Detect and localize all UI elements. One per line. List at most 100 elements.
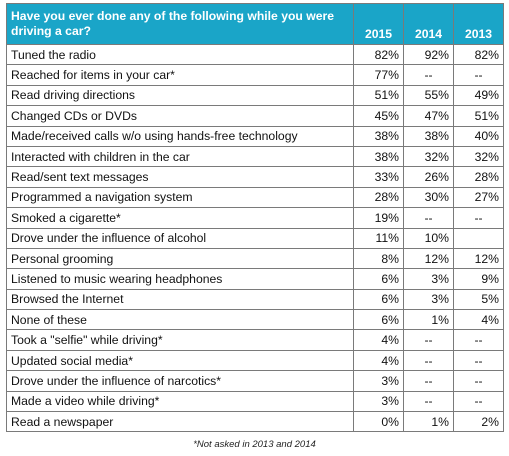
value-2014: 30% <box>403 186 454 209</box>
value-2014: 3% <box>403 288 454 311</box>
value-2013: 28% <box>453 166 504 188</box>
row-label: Made a video while driving* <box>6 390 354 413</box>
row-label: Personal grooming <box>6 247 354 270</box>
value-2013: 5% <box>453 288 504 311</box>
value-2015: 82% <box>353 43 404 66</box>
year-header-2014: 2014 <box>403 3 454 45</box>
value-2013: 32% <box>453 145 504 168</box>
value-2014: 26% <box>403 166 454 188</box>
footnote: *Not asked in 2013 and 2014 <box>193 439 316 450</box>
value-2013: 40% <box>453 125 504 147</box>
value-2015: 45% <box>353 105 404 127</box>
row-label: Tuned the radio <box>6 43 354 66</box>
value-2015: 4% <box>353 349 404 372</box>
table-header: Have you ever done any of the following … <box>6 3 504 45</box>
row-label: Updated social media* <box>6 349 354 372</box>
value-2015: 6% <box>353 268 404 290</box>
question-header: Have you ever done any of the following … <box>6 3 354 45</box>
value-2013: -- <box>453 390 504 413</box>
value-2013 <box>453 227 504 249</box>
value-2013: 2% <box>453 411 504 433</box>
value-2013: 49% <box>453 84 504 107</box>
table-row: Updated social media* 4% -- -- <box>6 349 504 372</box>
row-label: Browsed the Internet <box>6 288 354 311</box>
table-row: Took a "selfie" while driving* 4% -- -- <box>6 329 504 351</box>
value-2014: 10% <box>403 227 454 249</box>
row-label: Programmed a navigation system <box>6 186 354 209</box>
value-2014: 38% <box>403 125 454 147</box>
value-2013: -- <box>453 64 504 86</box>
table-row: Made a video while driving* 3% -- -- <box>6 390 504 413</box>
value-2013: 9% <box>453 268 504 290</box>
table-row: Programmed a navigation system 28% 30% 27% <box>6 186 504 209</box>
table-row: Smoked a cigarette* 19% -- -- <box>6 207 504 229</box>
value-2014: -- <box>403 207 454 229</box>
value-2014: -- <box>403 329 454 351</box>
value-2013: -- <box>453 370 504 392</box>
value-2013: 4% <box>453 309 504 331</box>
value-2014: 55% <box>403 84 454 107</box>
value-2015: 8% <box>353 247 404 270</box>
survey-table: Have you ever done any of the following … <box>6 3 504 433</box>
value-2013: 82% <box>453 43 504 66</box>
value-2013: 27% <box>453 186 504 209</box>
value-2015: 6% <box>353 309 404 331</box>
value-2013: -- <box>453 207 504 229</box>
header-row: Have you ever done any of the following … <box>6 3 504 45</box>
value-2015: 11% <box>353 227 404 249</box>
row-label: Made/received calls w/o using hands-free… <box>6 125 354 147</box>
value-2015: 6% <box>353 288 404 311</box>
value-2014: 1% <box>403 411 454 433</box>
value-2015: 77% <box>353 64 404 86</box>
value-2014: 92% <box>403 43 454 66</box>
table-row: Reached for items in your car* 77% -- -- <box>6 64 504 86</box>
table-body: Tuned the radio 82% 92% 82% Reached for item… <box>6 43 504 433</box>
value-2015: 19% <box>353 207 404 229</box>
table-row: Tuned the radio 82% 92% 82% <box>6 43 504 66</box>
row-label: None of these <box>6 309 354 331</box>
value-2015: 38% <box>353 145 404 168</box>
value-2014: -- <box>403 349 454 372</box>
table-row: None of these 6% 1% 4% <box>6 309 504 331</box>
row-label: Read driving directions <box>6 84 354 107</box>
table-row: Browsed the Internet 6% 3% 5% <box>6 288 504 311</box>
table-row: Drove under the influence of narcotics* 3… <box>6 370 504 392</box>
table-row: Personal grooming 8% 12% 12% <box>6 247 504 270</box>
row-label: Took a "selfie" while driving* <box>6 329 354 351</box>
table-row: Read/sent text messages 33% 26% 28% <box>6 166 504 188</box>
row-label: Drove under the influence of narcotics* <box>6 370 354 392</box>
table-row: Made/received calls w/o using hands-free… <box>6 125 504 147</box>
value-2014: 47% <box>403 105 454 127</box>
value-2015: 3% <box>353 390 404 413</box>
row-label: Interacted with children in the car <box>6 145 354 168</box>
row-label: Read a newspaper <box>6 411 354 433</box>
value-2013: -- <box>453 329 504 351</box>
row-label: Smoked a cigarette* <box>6 207 354 229</box>
value-2015: 28% <box>353 186 404 209</box>
row-label: Changed CDs or DVDs <box>6 105 354 127</box>
table-row: Read driving directions 51% 55% 49% <box>6 84 504 107</box>
value-2013: -- <box>453 349 504 372</box>
value-2015: 0% <box>353 411 404 433</box>
value-2014: -- <box>403 390 454 413</box>
value-2014: 12% <box>403 247 454 270</box>
value-2013: 12% <box>453 247 504 270</box>
value-2015: 33% <box>353 166 404 188</box>
value-2015: 4% <box>353 329 404 351</box>
value-2014: 1% <box>403 309 454 331</box>
table-row: Changed CDs or DVDs 45% 47% 51% <box>6 105 504 127</box>
row-label: Read/sent text messages <box>6 166 354 188</box>
value-2014: 3% <box>403 268 454 290</box>
value-2014: 32% <box>403 145 454 168</box>
value-2014: -- <box>403 370 454 392</box>
table-row: Read a newspaper 0% 1% 2% <box>6 411 504 433</box>
table-row: Drove under the influence of alcohol 11% 1… <box>6 227 504 249</box>
year-header-2015: 2015 <box>353 3 404 45</box>
value-2015: 3% <box>353 370 404 392</box>
table-row: Listened to music wearing headphones 6% 3%… <box>6 268 504 290</box>
row-label: Reached for items in your car* <box>6 64 354 86</box>
year-header-2013: 2013 <box>453 3 504 45</box>
row-label: Drove under the influence of alcohol <box>6 227 354 249</box>
row-label: Listened to music wearing headphones <box>6 268 354 290</box>
